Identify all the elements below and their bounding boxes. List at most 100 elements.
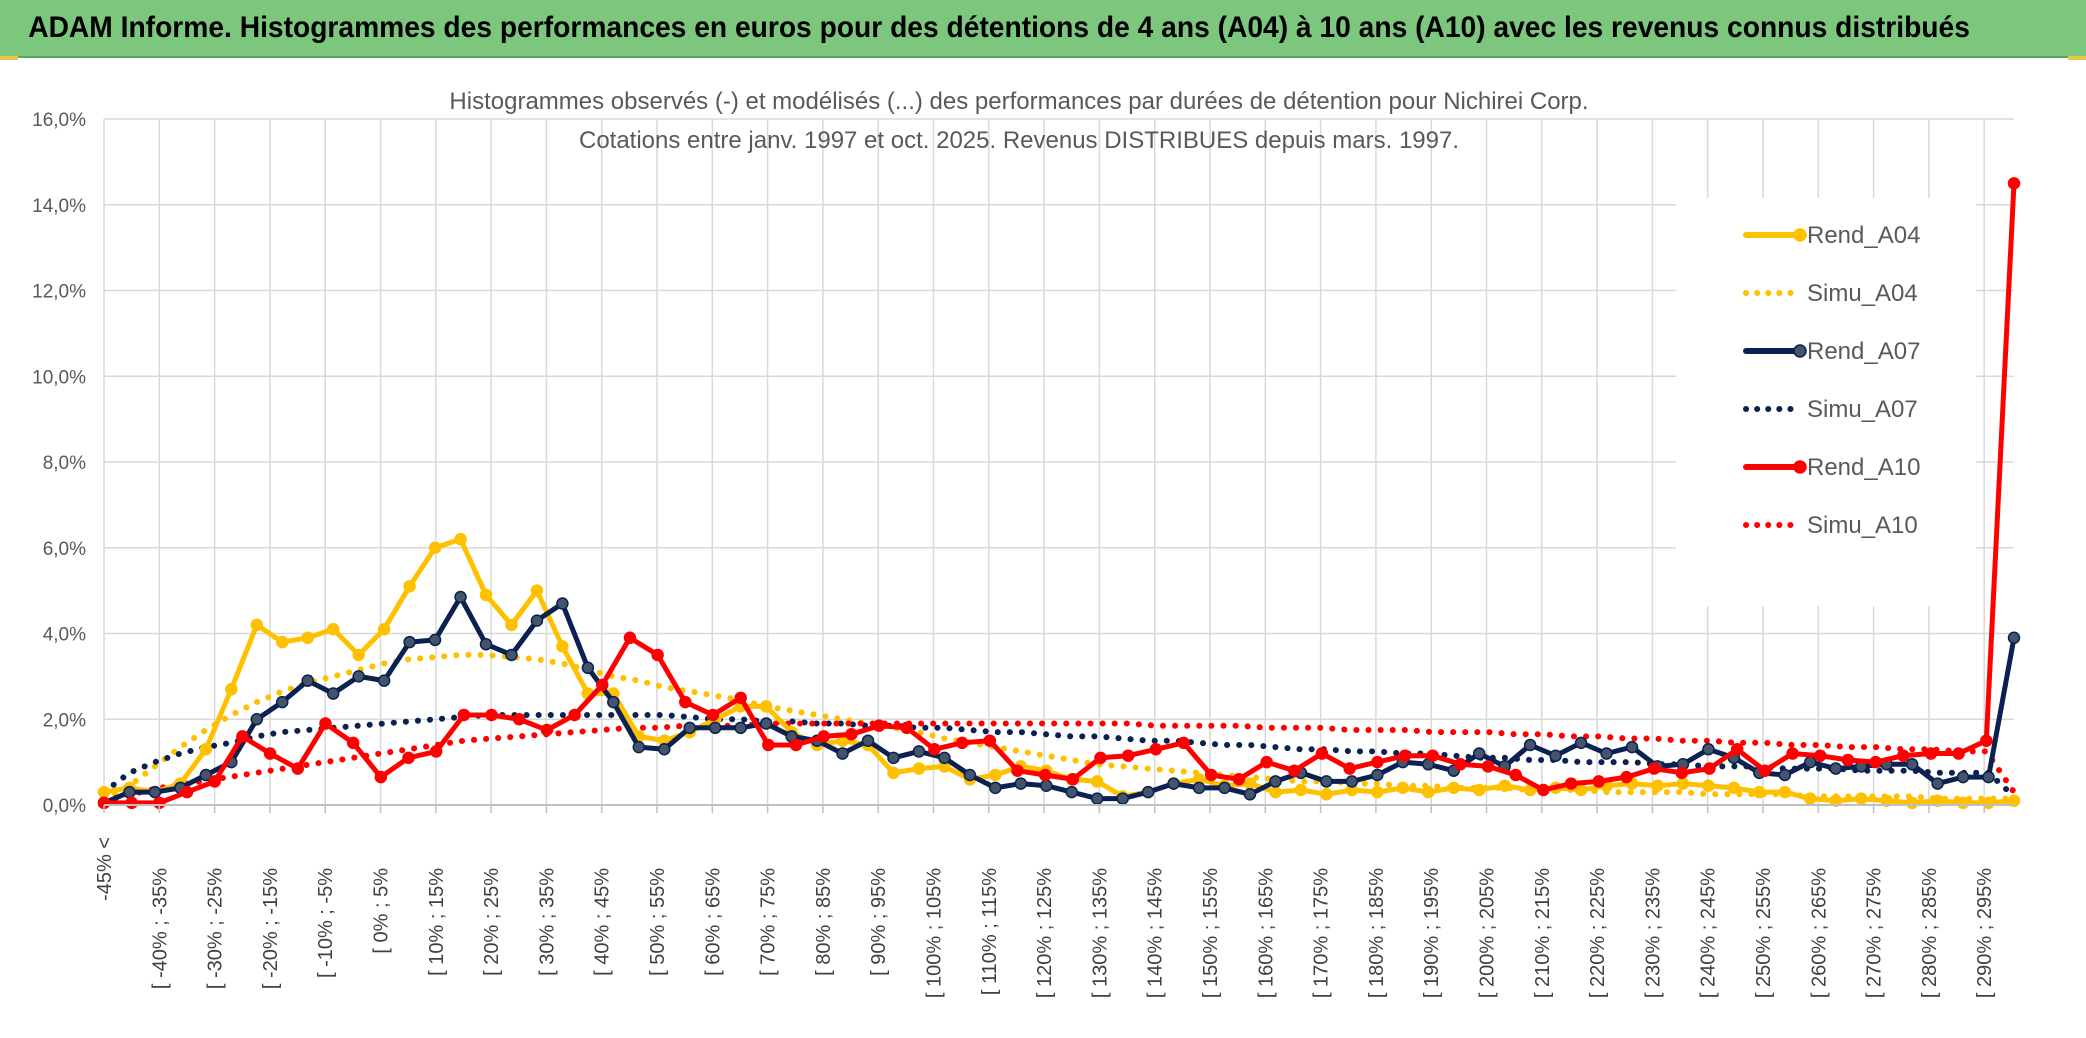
point-rend-a07 — [861, 734, 875, 747]
point-rend-a10 — [706, 708, 720, 722]
point-rend-a10 — [1315, 747, 1329, 760]
x-tick-label: [ 130% ; 135% — [1089, 868, 1111, 998]
point-rend-a04 — [759, 700, 773, 713]
point-rend-a10 — [485, 708, 498, 722]
point-rend-a07 — [1320, 775, 1333, 788]
point-rend-a07 — [276, 695, 289, 709]
point-rend-a10 — [1897, 749, 1910, 762]
point-rend-a10 — [623, 631, 637, 645]
point-rend-a04 — [250, 618, 264, 632]
point-rend-a07 — [1982, 770, 1995, 784]
y-tick-label: 4,0% — [43, 625, 86, 646]
point-rend-a07 — [250, 713, 264, 726]
corner-accent — [0, 56, 18, 60]
corner-accent — [2068, 56, 2086, 60]
point-rend-a10 — [512, 713, 526, 726]
point-rend-a07 — [1956, 770, 1970, 784]
point-rend-a04 — [1320, 788, 1333, 801]
x-tick-label: [ 90% ; 95% — [868, 868, 890, 976]
legend-label-simu-a10: Simu_A10 — [1807, 512, 1918, 539]
point-rend-a10 — [402, 751, 415, 765]
point-rend-a10 — [1094, 751, 1107, 765]
series-line-simu-a10 — [101, 720, 2017, 804]
point-rend-a04 — [1778, 785, 1792, 799]
point-rend-a10 — [651, 648, 664, 662]
point-rend-a10 — [1204, 768, 1218, 782]
x-tick-label: [ 30% ; 35% — [536, 868, 558, 976]
x-tick-label: [ 170% ; 175% — [1311, 868, 1333, 998]
point-rend-a10 — [263, 747, 277, 760]
point-rend-a04 — [1804, 792, 1817, 805]
point-rend-a10 — [1066, 773, 1080, 786]
point-rend-a10 — [346, 736, 360, 750]
point-rend-a07 — [1829, 762, 1842, 775]
point-rend-a04 — [403, 580, 416, 593]
point-rend-a04 — [1498, 779, 1511, 792]
point-rend-a04 — [1371, 785, 1384, 799]
point-rend-a07 — [1472, 747, 1486, 760]
point-rend-a04 — [505, 618, 518, 632]
chart-subtitle: Cotations entre janv. 1997 et oct. 2025.… — [579, 127, 1459, 154]
point-rend-a10 — [2007, 177, 2021, 190]
point-rend-a10 — [734, 691, 747, 705]
point-rend-a10 — [180, 785, 194, 799]
y-tick-label: 12,0% — [32, 282, 86, 303]
point-rend-a04 — [1854, 792, 1868, 805]
point-rend-a04 — [556, 640, 569, 653]
point-rend-a04 — [97, 785, 111, 799]
x-tick-label: [ 260% ; 265% — [1808, 868, 1830, 998]
point-rend-a07 — [963, 768, 977, 782]
point-rend-a04 — [1090, 775, 1104, 788]
point-rend-a07 — [1523, 738, 1537, 752]
point-rend-a04 — [428, 541, 442, 554]
point-rend-a07 — [148, 785, 162, 799]
point-rend-a07 — [1905, 758, 1919, 771]
chart-area: 0,0% 2,0% 4,0% 6,0% 8,0% 10,0% 12,0% 14,0% 16,0%… — [0, 58, 2086, 1033]
series-line-simu-a07 — [101, 712, 2017, 800]
point-rend-a07 — [123, 785, 136, 799]
report-banner: ADAM Informe. Histogrammes des performan… — [0, 0, 2086, 58]
point-rend-a07 — [530, 614, 544, 627]
legend-label-rend-a10: Rend_A10 — [1807, 454, 1920, 481]
point-rend-a04 — [530, 584, 544, 597]
point-rend-a07 — [1116, 792, 1129, 805]
point-rend-a04 — [1422, 785, 1435, 799]
point-rend-a07 — [199, 768, 213, 782]
x-tick-label: [ 100% ; 105% — [924, 868, 946, 998]
point-rend-a10 — [125, 796, 138, 810]
point-rend-a07 — [658, 743, 671, 756]
point-rend-a07 — [759, 717, 773, 730]
point-rend-a10 — [900, 721, 914, 735]
report-title: ADAM Informe. Histogrammes des performan… — [28, 11, 1970, 44]
point-rend-a07 — [1040, 779, 1053, 792]
point-rend-a07 — [683, 721, 696, 735]
point-rend-a04 — [1574, 783, 1588, 797]
point-rend-a04 — [377, 622, 391, 636]
point-rend-a04 — [1956, 796, 1970, 810]
point-rend-a10 — [1703, 762, 1716, 775]
x-tick-label: [ 270% ; 275% — [1864, 868, 1886, 998]
point-rend-a04 — [1702, 779, 1715, 792]
point-rend-a10 — [568, 708, 581, 722]
point-rend-a04 — [1880, 794, 1893, 807]
point-rend-a07 — [1574, 736, 1588, 750]
x-tick-label: [ 40% ; 45% — [592, 868, 614, 976]
x-axis: -45% < [ -40% ; -35% [ -30% ; -25% [ -20% ;… — [94, 804, 2014, 998]
legend-marker-rend-a04 — [1793, 228, 1807, 242]
point-rend-a10 — [1620, 770, 1633, 784]
point-rend-a04 — [1651, 779, 1664, 792]
point-rend-a07 — [1141, 785, 1155, 799]
point-rend-a07 — [1345, 775, 1359, 788]
legend-label-rend-a04: Rend_A04 — [1807, 222, 1920, 249]
point-rend-a07 — [1625, 740, 1639, 754]
x-tick-label: [ 20% ; 25% — [481, 868, 503, 976]
point-rend-a07 — [989, 781, 1002, 795]
chart-titles: Histogrammes observés (-) et modélisés (… — [449, 88, 1588, 154]
point-rend-a04 — [989, 768, 1002, 782]
point-rend-a07 — [1014, 777, 1028, 790]
point-rend-a07 — [1269, 775, 1282, 788]
point-rend-a07 — [1804, 755, 1817, 769]
point-rend-a10 — [1343, 762, 1356, 775]
point-rend-a10 — [1758, 764, 1772, 777]
